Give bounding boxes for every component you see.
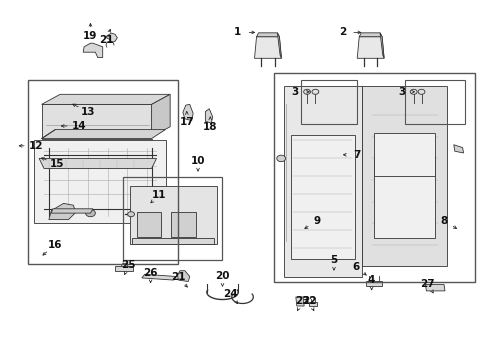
- Text: 16: 16: [47, 240, 62, 251]
- Text: 23: 23: [294, 296, 309, 306]
- Text: 22: 22: [301, 296, 316, 306]
- Polygon shape: [295, 297, 304, 306]
- Bar: [404, 80, 464, 124]
- Polygon shape: [356, 37, 384, 58]
- Polygon shape: [106, 33, 117, 42]
- Text: 7: 7: [352, 150, 360, 160]
- Polygon shape: [379, 33, 384, 58]
- Text: 11: 11: [152, 190, 166, 200]
- Text: 10: 10: [190, 156, 205, 166]
- Text: 13: 13: [81, 107, 95, 117]
- Bar: [28, 80, 178, 264]
- Text: 19: 19: [83, 31, 98, 41]
- Text: 9: 9: [313, 216, 320, 226]
- Bar: [171, 212, 195, 237]
- Polygon shape: [34, 140, 166, 223]
- Polygon shape: [41, 104, 151, 137]
- Polygon shape: [205, 109, 212, 123]
- Text: 26: 26: [143, 267, 158, 278]
- Polygon shape: [359, 33, 381, 37]
- Bar: [273, 73, 474, 282]
- Text: 8: 8: [440, 216, 447, 226]
- Polygon shape: [183, 104, 193, 121]
- Text: 17: 17: [179, 117, 194, 127]
- Text: 21: 21: [171, 272, 185, 282]
- Bar: [300, 80, 356, 124]
- Polygon shape: [41, 94, 170, 104]
- Polygon shape: [129, 186, 216, 244]
- Text: 25: 25: [121, 260, 136, 270]
- Polygon shape: [115, 266, 133, 271]
- Polygon shape: [361, 86, 447, 266]
- Text: 15: 15: [49, 159, 64, 169]
- Polygon shape: [365, 281, 382, 286]
- Text: 21: 21: [99, 36, 113, 45]
- Polygon shape: [425, 284, 444, 291]
- Circle shape: [311, 89, 318, 94]
- Text: 6: 6: [351, 262, 359, 272]
- Text: 3: 3: [291, 87, 298, 97]
- Polygon shape: [256, 33, 279, 37]
- Polygon shape: [142, 274, 176, 280]
- Text: 4: 4: [367, 275, 375, 285]
- Polygon shape: [453, 145, 463, 153]
- Text: 2: 2: [338, 27, 345, 37]
- Polygon shape: [51, 209, 93, 213]
- Polygon shape: [277, 33, 281, 58]
- Text: 20: 20: [215, 271, 229, 281]
- Text: 27: 27: [419, 279, 434, 289]
- Polygon shape: [49, 203, 76, 220]
- Polygon shape: [132, 238, 214, 244]
- Polygon shape: [177, 271, 189, 282]
- Bar: [123, 177, 222, 260]
- Polygon shape: [373, 157, 434, 238]
- Polygon shape: [283, 86, 361, 277]
- Text: 1: 1: [234, 27, 241, 37]
- Polygon shape: [151, 94, 170, 137]
- Bar: [137, 212, 161, 237]
- Polygon shape: [83, 43, 102, 58]
- Text: 12: 12: [28, 141, 43, 151]
- Circle shape: [85, 210, 95, 217]
- Polygon shape: [373, 133, 434, 176]
- Circle shape: [127, 212, 134, 217]
- Polygon shape: [308, 302, 316, 306]
- Circle shape: [276, 155, 285, 162]
- Polygon shape: [39, 158, 156, 168]
- Text: 18: 18: [203, 122, 217, 132]
- Circle shape: [303, 89, 310, 94]
- Circle shape: [417, 89, 424, 94]
- Text: 3: 3: [398, 87, 405, 97]
- Polygon shape: [254, 37, 281, 58]
- Polygon shape: [41, 130, 165, 139]
- Circle shape: [409, 89, 416, 94]
- Text: 5: 5: [330, 255, 337, 265]
- Polygon shape: [290, 135, 354, 259]
- Text: 14: 14: [71, 121, 86, 131]
- Text: 24: 24: [223, 289, 238, 299]
